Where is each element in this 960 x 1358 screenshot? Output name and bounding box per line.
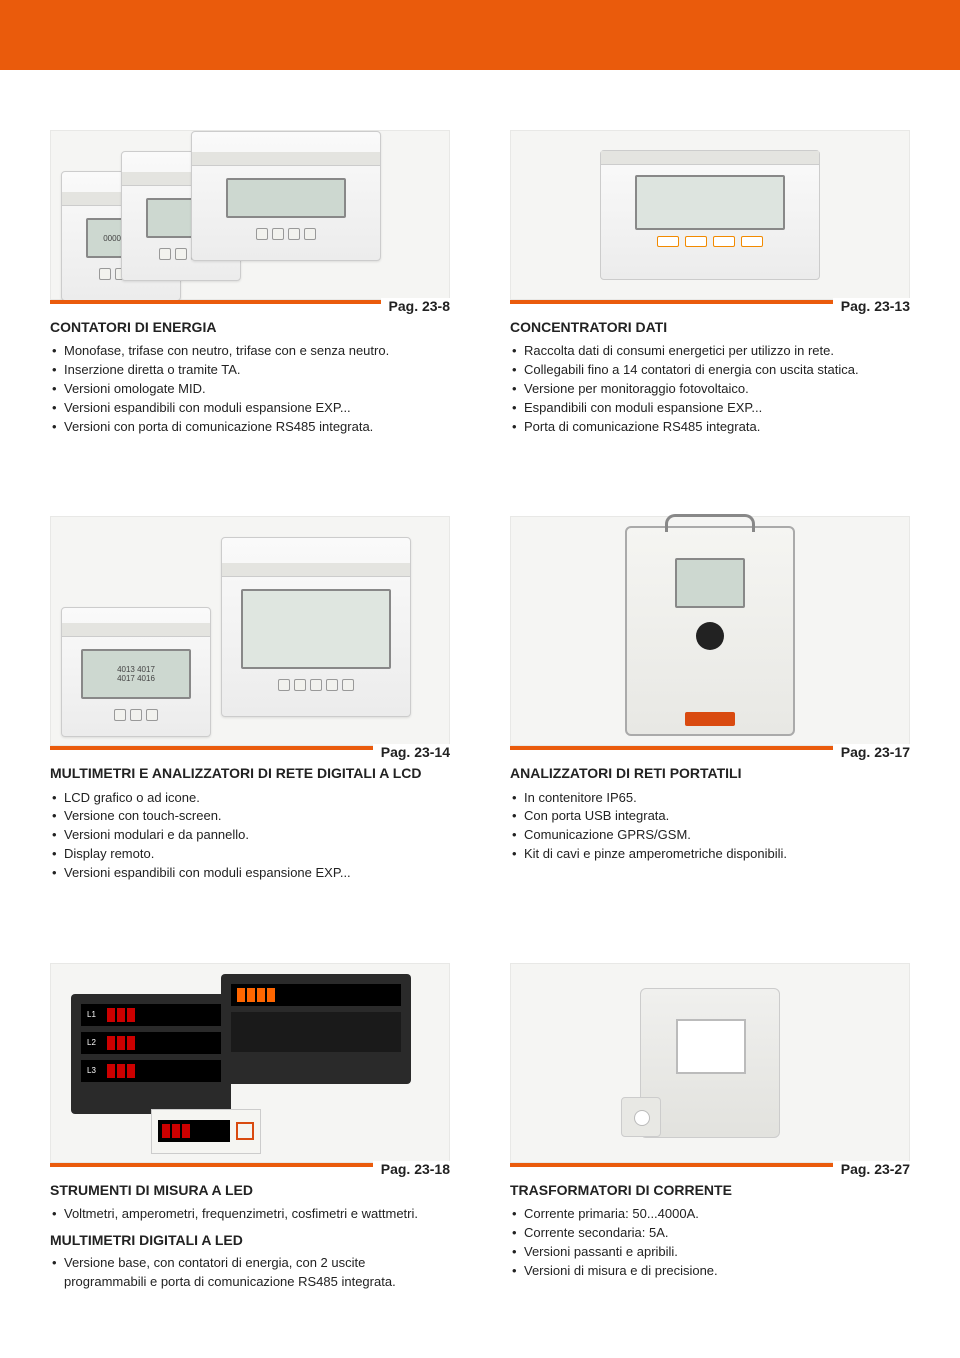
row-1: 0000 10.3 Pag. 23-8 CONTATORI DI ENERGIA…	[50, 130, 910, 436]
col-current-transformers: Pag. 23-27 TRASFORMATORI DI CORRENTE Cor…	[510, 963, 910, 1292]
col-multimeters-lcd: 4013 40174017 4016 Pag. 23-14 MULTIMETRI…	[50, 516, 450, 882]
bullet-item: Versione per monitoraggio fotovoltaico.	[510, 380, 910, 399]
bullet-item: Versioni passanti e apribili.	[510, 1243, 910, 1262]
page-ref: Pag. 23-8	[381, 298, 450, 314]
bullet-item: Porta di comunicazione RS485 integrata.	[510, 418, 910, 437]
page-ref: Pag. 23-18	[373, 1161, 450, 1177]
col-data-concentrators: Pag. 23-13 CONCENTRATORI DATI Raccolta d…	[510, 130, 910, 436]
product-image-current-transformers	[510, 963, 910, 1163]
section-title: MULTIMETRI E ANALIZZATORI DI RETE DIGITA…	[50, 764, 450, 782]
product-image-portable-analyzers	[510, 516, 910, 746]
bullet-list: Voltmetri, amperometri, frequenzimetri, …	[50, 1205, 450, 1224]
bullet-item: Comunicazione GPRS/GSM.	[510, 826, 910, 845]
col-energy-counters: 0000 10.3 Pag. 23-8 CONTATORI DI ENERGIA…	[50, 130, 450, 436]
bullet-item: Espandibili con moduli espansione EXP...	[510, 399, 910, 418]
bullet-item: Versione base, con contatori di energia,…	[50, 1254, 450, 1292]
bullet-item: In contenitore IP65.	[510, 789, 910, 808]
bullet-item: Versioni espandibili con moduli espansio…	[50, 864, 450, 883]
page-ref: Pag. 23-14	[373, 744, 450, 760]
bullet-list: LCD grafico o ad icone. Versione con tou…	[50, 789, 450, 883]
product-image-led-instruments: L1 L2 L3	[50, 963, 450, 1163]
bullet-item: LCD grafico o ad icone.	[50, 789, 450, 808]
col-led-instruments: L1 L2 L3 Pag. 23-18 STRUMENTI DI MISURA …	[50, 963, 450, 1292]
section-title: CONCENTRATORI DATI	[510, 318, 910, 336]
bullet-item: Corrente primaria: 50...4000A.	[510, 1205, 910, 1224]
section-title: ANALIZZATORI DI RETI PORTATILI	[510, 764, 910, 782]
product-image-multimeters-lcd: 4013 40174017 4016	[50, 516, 450, 746]
bullet-item: Display remoto.	[50, 845, 450, 864]
bullet-item: Voltmetri, amperometri, frequenzimetri, …	[50, 1205, 450, 1224]
bullet-item: Versioni espandibili con moduli espansio…	[50, 399, 450, 418]
page-content: 0000 10.3 Pag. 23-8 CONTATORI DI ENERGIA…	[0, 70, 960, 1352]
row-2: 4013 40174017 4016 Pag. 23-14 MULTIMETRI…	[50, 516, 910, 882]
product-image-energy-counters: 0000 10.3	[50, 130, 450, 300]
page-ref: Pag. 23-13	[833, 298, 910, 314]
bullet-list: In contenitore IP65. Con porta USB integ…	[510, 789, 910, 864]
bullet-list: Monofase, trifase con neutro, trifase co…	[50, 342, 450, 436]
section-subtitle: MULTIMETRI DIGITALI A LED	[50, 1232, 450, 1248]
section-title: TRASFORMATORI DI CORRENTE	[510, 1181, 910, 1199]
bullet-item: Versioni omologate MID.	[50, 380, 450, 399]
bullet-item: Kit di cavi e pinze amperometriche dispo…	[510, 845, 910, 864]
bullet-item: Monofase, trifase con neutro, trifase co…	[50, 342, 450, 361]
bullet-item: Collegabili fino a 14 contatori di energ…	[510, 361, 910, 380]
section-title: CONTATORI DI ENERGIA	[50, 318, 450, 336]
col-portable-analyzers: Pag. 23-17 ANALIZZATORI DI RETI PORTATIL…	[510, 516, 910, 882]
bullet-item: Inserzione diretta o tramite TA.	[50, 361, 450, 380]
bullet-item: Raccolta dati di consumi energetici per …	[510, 342, 910, 361]
bullet-item: Versioni con porta di comunicazione RS48…	[50, 418, 450, 437]
header-bar	[0, 0, 960, 70]
product-image-data-concentrators	[510, 130, 910, 300]
bullet-item: Versioni modulari e da pannello.	[50, 826, 450, 845]
bullet-list: Raccolta dati di consumi energetici per …	[510, 342, 910, 436]
bullet-list: Versione base, con contatori di energia,…	[50, 1254, 450, 1292]
bullet-list: Corrente primaria: 50...4000A. Corrente …	[510, 1205, 910, 1280]
page-ref: Pag. 23-17	[833, 744, 910, 760]
row-3: L1 L2 L3 Pag. 23-18 STRUMENTI DI MISURA …	[50, 963, 910, 1292]
section-title: STRUMENTI DI MISURA A LED	[50, 1181, 450, 1199]
bullet-item: Corrente secondaria: 5A.	[510, 1224, 910, 1243]
bullet-item: Versioni di misura e di precisione.	[510, 1262, 910, 1281]
page-ref: Pag. 23-27	[833, 1161, 910, 1177]
bullet-item: Versione con touch-screen.	[50, 807, 450, 826]
bullet-item: Con porta USB integrata.	[510, 807, 910, 826]
